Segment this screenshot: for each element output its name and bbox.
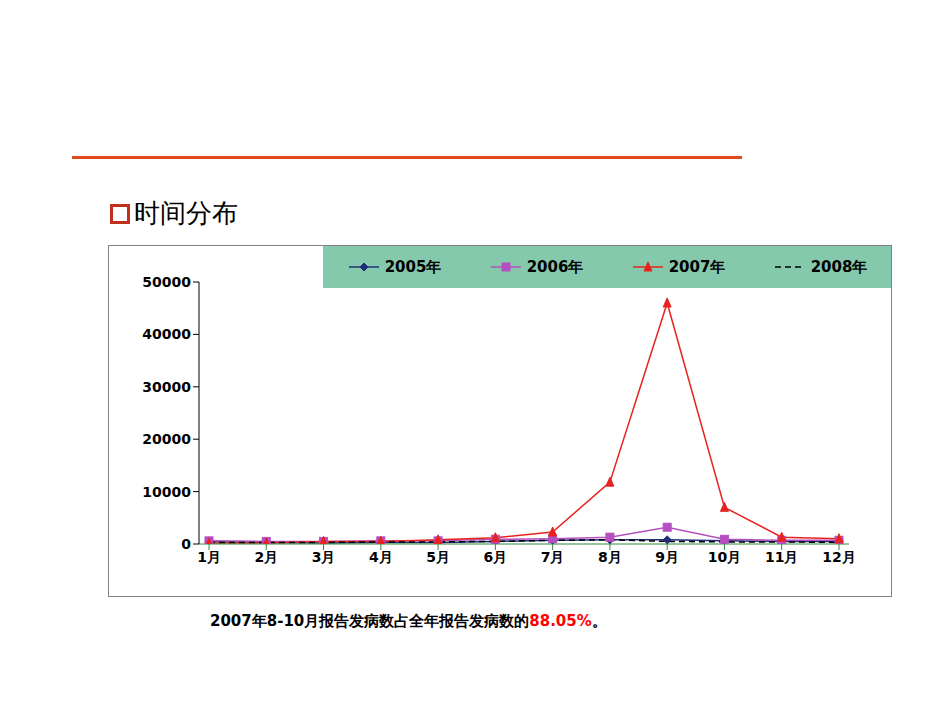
svg-text:1月: 1月: [197, 549, 221, 565]
html-text:时间分布: 时间分布: [134, 198, 238, 228]
svg-text:12月: 12月: [822, 549, 855, 565]
html-text:2008年: 2008年: [810, 257, 868, 276]
svg-text:3月: 3月: [312, 549, 336, 565]
svg-text:40000: 40000: [142, 326, 191, 342]
svg-text:8月: 8月: [598, 549, 622, 565]
svg-text:30000: 30000: [142, 379, 191, 395]
svg-text:6月: 6月: [483, 549, 507, 565]
svg-text:50000: 50000: [142, 274, 191, 290]
html-text:2006年: 2006年: [526, 257, 584, 276]
svg-text:20000: 20000: [142, 431, 191, 447]
svg-text:7月: 7月: [541, 549, 565, 565]
svg-text:2月: 2月: [254, 549, 278, 565]
svg-text:11月: 11月: [765, 549, 798, 565]
html-text:2007年: 2007年: [668, 257, 726, 276]
html-text:2005年: 2005年: [384, 257, 442, 276]
svg-text:10月: 10月: [708, 549, 741, 565]
svg-text:9月: 9月: [655, 549, 679, 565]
svg-text:0: 0: [181, 536, 191, 552]
svg-text:4月: 4月: [369, 549, 393, 565]
svg-text:5月: 5月: [426, 549, 450, 565]
html-text:2007年8-10月报告发病数占全年报告发病数的88.05%: 2007年8-10月报告发病数占全年报告发病数的88.05%。: [210, 612, 607, 630]
svg-text:10000: 10000: [142, 484, 191, 500]
